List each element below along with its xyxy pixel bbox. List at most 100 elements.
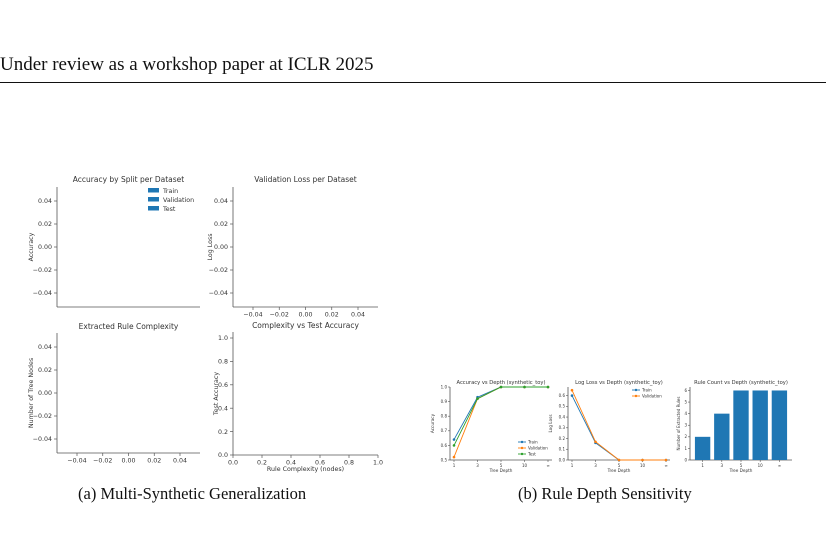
acc-split-ytick-label: 0.02 [38, 221, 52, 228]
val-loss-ytick-label: 0.04 [214, 198, 228, 205]
rule-complexity-ytick-label: −0.02 [33, 413, 52, 420]
val-loss-xtick-label: −0.02 [270, 311, 289, 318]
rule-count-xtick-label: ∞ [778, 463, 781, 468]
loss-depth-xlabel: Tree Depth [607, 468, 631, 473]
loss-depth-title: Log Loss vs Depth (synthetic_toy) [575, 380, 663, 386]
acc-depth-ytick-label: 1.0 [441, 384, 448, 389]
acc-split-legend-label: Test [162, 206, 176, 213]
rule-count-ytick-label: 2 [684, 434, 687, 439]
loss-depth-xtick-label: ∞ [664, 463, 667, 468]
acc-split-ytick-label: 0.04 [38, 198, 52, 205]
rule-count-xtick-label: 3 [721, 463, 724, 468]
acc-split-legend-swatch [148, 197, 159, 202]
rule-count-bar [752, 390, 768, 460]
acc-depth-legend-label: Validation [528, 445, 548, 450]
acc-split-legend-label: Train [162, 188, 178, 195]
rule-count-ytick-label: 5 [684, 399, 687, 404]
acc-depth-ytick-label: 0.6 [441, 443, 448, 448]
complexity-vs-acc-xtick-label: 0.6 [315, 459, 325, 466]
acc-split-ytick-label: −0.04 [33, 290, 52, 297]
acc-depth-ytick-label: 0.8 [441, 414, 448, 419]
complexity-vs-acc-ylabel: Test Accuracy [213, 372, 220, 416]
acc-depth-title: Accuracy vs Depth (synthetic_toy) [456, 380, 545, 386]
complexity-vs-acc-ytick-label: 0.0 [218, 452, 228, 459]
loss-depth-legend-label: Validation [642, 393, 662, 398]
acc-depth-xtick-label: 5 [500, 463, 503, 468]
rule-count-ytick-label: 0 [684, 457, 687, 462]
page-header: Under review as a workshop paper at ICLR… [0, 54, 374, 75]
rule-count-bar [733, 390, 749, 460]
acc-depth-legend-marker [520, 452, 524, 456]
loss-depth-ytick-label: 0.5 [559, 404, 566, 409]
rule-count-xtick-label: 5 [740, 463, 743, 468]
acc-depth-point [452, 438, 456, 441]
rule-count-ytick-label: 6 [684, 388, 687, 393]
loss-depth-xtick-label: 1 [571, 463, 574, 468]
rule-complexity-xtick-label: 0.00 [121, 457, 135, 464]
loss-depth-ytick-label: 0.0 [559, 457, 566, 462]
acc-split-legend-label: Validation [163, 197, 194, 204]
rule-count-xtick-label: 1 [701, 463, 704, 468]
acc-split-ylabel: Accuracy [28, 232, 35, 261]
complexity-vs-acc-xtick-label: 0.0 [228, 459, 238, 466]
loss-depth-point [664, 458, 668, 462]
acc-depth-ytick-label: 0.9 [441, 399, 448, 404]
loss-depth-ytick-label: 0.4 [559, 414, 566, 419]
acc-depth-point [523, 385, 526, 389]
val-loss-xtick-label: 0.02 [325, 311, 339, 318]
loss-depth-legend-marker [634, 394, 638, 398]
acc-depth-legend-label: Test [527, 451, 536, 456]
acc-depth-ytick-label: 0.5 [441, 457, 448, 462]
acc-depth-point [476, 397, 479, 400]
acc-split-ytick-label: 0.00 [38, 244, 52, 251]
complexity-vs-acc-ytick-label: 0.6 [218, 382, 228, 389]
acc-depth-series-line [453, 386, 548, 440]
acc-split-legend-swatch [148, 188, 159, 193]
rule-complexity-title: Extracted Rule Complexity [79, 322, 179, 331]
val-loss-xtick-label: −0.04 [243, 311, 262, 318]
acc-depth-ytick-label: 0.7 [441, 428, 448, 433]
rule-complexity-ytick-label: 0.04 [38, 344, 52, 351]
acc-depth-point [452, 455, 456, 459]
rule-count-xlabel: Tree Depth [729, 468, 753, 473]
loss-depth-point [594, 440, 597, 444]
complexity-vs-acc-ytick-label: 1.0 [218, 335, 228, 342]
loss-depth-ylabel: Log Loss [548, 415, 553, 433]
loss-depth-ytick-label: 0.6 [559, 393, 566, 398]
acc-depth-legend-marker [520, 440, 524, 444]
complexity-vs-acc-xtick-label: 0.8 [344, 459, 354, 466]
loss-depth-ytick-label: 0.3 [559, 425, 566, 430]
acc-split-legend-swatch [148, 206, 159, 211]
rule-count-ytick-label: 4 [684, 411, 687, 416]
val-loss-ylabel: Log Loss [207, 233, 214, 260]
loss-depth-xtick-label: 5 [618, 463, 621, 468]
loss-depth-series-line [571, 395, 666, 461]
loss-depth-point [570, 388, 574, 392]
acc-depth-xtick-label: 10 [522, 463, 528, 468]
rule-count-bar [714, 413, 730, 460]
val-loss-ytick-label: 0.00 [214, 244, 228, 251]
rule-count-title: Rule Count vs Depth (synthetic_toy) [694, 380, 788, 386]
complexity-vs-acc-title: Complexity vs Test Accuracy [252, 321, 359, 330]
loss-depth-ytick-label: 0.1 [559, 447, 566, 452]
complexity-vs-acc-xtick-label: 0.2 [257, 459, 267, 466]
rule-count-bar [771, 390, 788, 460]
loss-depth-point [617, 458, 621, 462]
acc-depth-xtick-label: 3 [476, 463, 479, 468]
acc-depth-xtick-label: ∞ [546, 463, 549, 468]
rule-complexity-xtick-label: −0.02 [93, 457, 112, 464]
complexity-vs-acc-xtick-label: 0.4 [286, 459, 296, 466]
loss-depth-point [641, 458, 644, 462]
complexity-vs-acc-ytick-label: 0.8 [218, 359, 228, 366]
complexity-vs-acc-ytick-label: 0.2 [218, 429, 228, 436]
header-rule [0, 82, 826, 83]
val-loss-ytick-label: −0.02 [209, 267, 228, 274]
caption-a: (a) Multi-Synthetic Generalization [78, 484, 307, 503]
acc-depth-ylabel: Accuracy [430, 413, 435, 433]
complexity-vs-acc-xlabel: Rule Complexity (nodes) [267, 466, 344, 473]
val-loss-ytick-label: 0.02 [214, 221, 228, 228]
loss-depth-xtick-label: 10 [640, 463, 646, 468]
loss-depth-legend-label: Train [641, 387, 652, 392]
rule-complexity-xtick-label: 0.04 [173, 457, 187, 464]
